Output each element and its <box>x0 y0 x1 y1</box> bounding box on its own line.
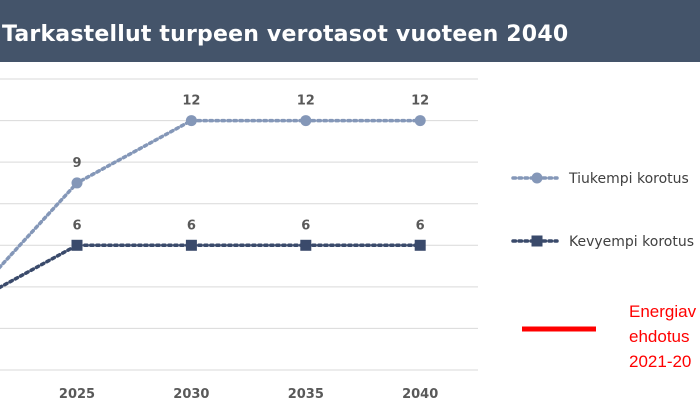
data-label: 6 <box>187 218 196 233</box>
data-point-circle <box>71 177 83 189</box>
data-point-circle <box>414 115 426 127</box>
title-banner: Tarkastellut turpeen verotasot vuoteen 2… <box>0 0 700 62</box>
x-tick-label: 2030 <box>173 387 209 402</box>
data-point-square <box>414 239 426 251</box>
annotation-text-line: ehdotus <box>629 327 690 346</box>
chart-title: Tarkastellut turpeen verotasot vuoteen 2… <box>2 22 569 47</box>
data-point-circle <box>300 115 312 127</box>
legend-label-kevyempi: Kevyempi korotus <box>569 234 694 250</box>
legend-marker-circle <box>531 172 543 184</box>
data-label: 6 <box>72 218 81 233</box>
x-tick-label: 2035 <box>288 387 324 402</box>
series-line-tiukempi <box>0 118 422 270</box>
data-point-square <box>185 239 197 251</box>
x-tick-label: 2040 <box>402 387 438 402</box>
data-point-square <box>300 239 312 251</box>
data-labels: 9 12 12 12 6 6 6 6 <box>72 94 429 234</box>
x-tick-label: 2025 <box>59 387 95 402</box>
data-label: 12 <box>411 94 429 109</box>
annotation-text-line: Energiav <box>629 302 697 321</box>
series-line-kevyempi <box>0 243 422 290</box>
legend-item-tiukempi: Tiukempi korotus <box>511 171 689 187</box>
data-point-square <box>71 239 83 251</box>
data-label: 12 <box>182 94 200 109</box>
data-label: 9 <box>72 156 81 171</box>
annotation-text-line: 2021-20 <box>629 352 691 371</box>
data-point-circle <box>185 115 197 127</box>
legend-label-tiukempi: Tiukempi korotus <box>568 171 689 187</box>
data-label: 12 <box>297 94 315 109</box>
line-chart: 2025 2030 2035 2040 9 12 12 12 6 6 6 6 Energiav ehd… <box>0 78 697 402</box>
legend-item-kevyempi: Kevyempi korotus <box>511 234 694 250</box>
data-label: 6 <box>301 218 310 233</box>
legend: Tiukempi korotus Kevyempi korotus <box>511 171 694 250</box>
x-axis-ticks: 2025 2030 2035 2040 <box>59 387 438 402</box>
data-label: 6 <box>416 218 425 233</box>
annotation-layer: Energiav ehdotus 2021-20 <box>522 302 697 371</box>
legend-marker-square <box>531 235 543 247</box>
series-layer <box>0 115 426 290</box>
